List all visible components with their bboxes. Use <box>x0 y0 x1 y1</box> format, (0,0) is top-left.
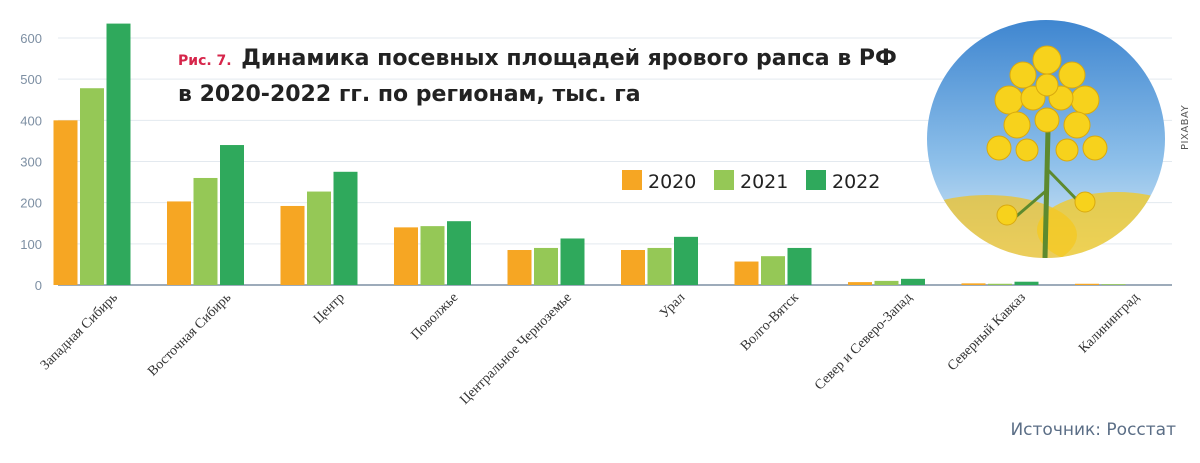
rapeseed-flower-photo <box>927 20 1165 258</box>
bar-2021 <box>80 88 104 286</box>
legend-swatch <box>622 170 642 190</box>
bar-2022 <box>220 145 244 285</box>
bar-2020 <box>734 261 759 285</box>
bar-2020 <box>167 201 191 285</box>
y-tick-label: 100 <box>20 237 42 252</box>
bar-2020 <box>394 227 418 285</box>
bar-2020 <box>621 250 645 285</box>
x-tick-label: Восточная Сибирь <box>145 290 234 379</box>
bar-2022 <box>560 238 585 285</box>
bar-2022 <box>1014 281 1039 285</box>
x-tick-label: Волго-Вятск <box>738 290 802 354</box>
y-tick-label: 400 <box>20 113 42 128</box>
bar-2020 <box>1075 283 1099 285</box>
y-tick-label: 0 <box>35 278 42 293</box>
legend-swatch <box>806 170 826 190</box>
title-line-1: Рис. 7. Динамика посевных площадей ярово… <box>178 42 898 78</box>
bar-2020 <box>961 283 986 285</box>
bar-2021 <box>420 226 445 285</box>
x-tick-label: Поволжье <box>409 290 462 343</box>
bar-2020 <box>507 250 532 285</box>
bar-2022 <box>447 221 471 285</box>
legend-label: 2021 <box>740 171 788 193</box>
bar-2020 <box>280 205 305 285</box>
x-tick-label: Север и Северо-Запад <box>812 290 915 393</box>
source-note: Источник: Росстат <box>1010 420 1176 440</box>
x-tick-label: Центральное Черноземье <box>457 290 575 408</box>
title-text-1: Динамика посевных площадей ярового рапса… <box>241 46 897 71</box>
bar-2022 <box>787 247 812 285</box>
y-axis-ticks: 0 100 200 300 400 500 600 <box>20 31 42 293</box>
x-tick-label: Урал <box>657 290 688 321</box>
bar-2021 <box>988 283 1012 285</box>
bar-2021 <box>193 177 218 285</box>
bar-2020 <box>848 282 872 285</box>
bars <box>53 23 1126 286</box>
bar-2021 <box>307 191 331 285</box>
x-tick-label: Центр <box>311 290 348 327</box>
photo-credit: PIXABAY <box>1180 104 1191 150</box>
legend: 2020 2021 2022 <box>622 170 880 193</box>
chart-title: Рис. 7. Динамика посевных площадей ярово… <box>178 42 898 112</box>
legend-label: 2020 <box>648 171 696 193</box>
bar-2021 <box>1101 284 1126 285</box>
bar-2021 <box>534 247 558 285</box>
y-tick-label: 300 <box>20 155 42 170</box>
bar-2021 <box>647 247 672 285</box>
bar-2020 <box>53 120 78 285</box>
y-tick-label: 600 <box>20 31 42 46</box>
y-tick-label: 200 <box>20 196 42 211</box>
title-text-2: в 2020-2022 гг. по регионам, тыс. га <box>178 82 641 107</box>
legend-swatch <box>714 170 734 190</box>
bar-2022 <box>901 278 925 285</box>
x-axis-labels: Западная Сибирь Восточная Сибирь Центр Пово… <box>38 290 1142 408</box>
x-tick-label: Северный Кавказ <box>945 290 1029 374</box>
figure-label: Рис. 7. <box>178 53 232 69</box>
bar-2021 <box>874 280 899 285</box>
bar-2022 <box>333 171 358 285</box>
bar-2022 <box>106 23 131 285</box>
x-tick-label: Западная Сибирь <box>38 290 121 373</box>
bar-2022 <box>674 236 698 285</box>
y-tick-label: 500 <box>20 72 42 87</box>
x-tick-label: Калининград <box>1076 290 1142 356</box>
flower-illustration <box>927 20 1165 258</box>
legend-label: 2022 <box>832 171 880 193</box>
bar-2021 <box>761 256 785 285</box>
